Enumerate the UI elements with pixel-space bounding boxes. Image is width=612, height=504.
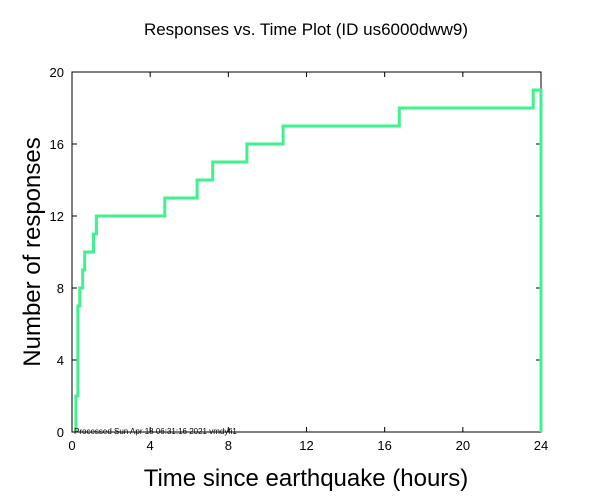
y-tick-label-8: 8 [57,281,64,296]
y-tick-label-16: 16 [50,137,64,152]
x-tick-label-0: 0 [68,438,75,453]
responses-series-line [74,88,543,432]
x-tick-labels: 0 4 8 12 16 20 24 [68,438,548,453]
y-tick-label-12: 12 [50,209,64,224]
processed-annotation: Processed Sun Apr 18 06:31:16 2021 vmdyf… [74,427,237,436]
x-tick-label-4: 4 [147,438,154,453]
x-tick-label-12: 12 [299,438,313,453]
y-axis-label: Number of responses [19,137,46,366]
plot-area: 0 4 8 12 16 20 24 0 4 8 12 16 20 Processed Sun Apr … [50,65,549,453]
x-tick-label-20: 20 [456,438,470,453]
x-axis-label: Time since earthquake (hours) [144,465,469,492]
x-tick-label-8: 8 [225,438,232,453]
x-tick-label-24: 24 [534,438,548,453]
y-tick-labels: 0 4 8 12 16 20 [50,65,64,440]
y-tick-label-4: 4 [57,353,64,368]
chart-title: Responses vs. Time Plot (ID us6000dww9) [144,20,468,39]
y-tick-label-0: 0 [57,425,64,440]
x-tick-label-16: 16 [377,438,391,453]
y-tick-label-20: 20 [50,65,64,80]
